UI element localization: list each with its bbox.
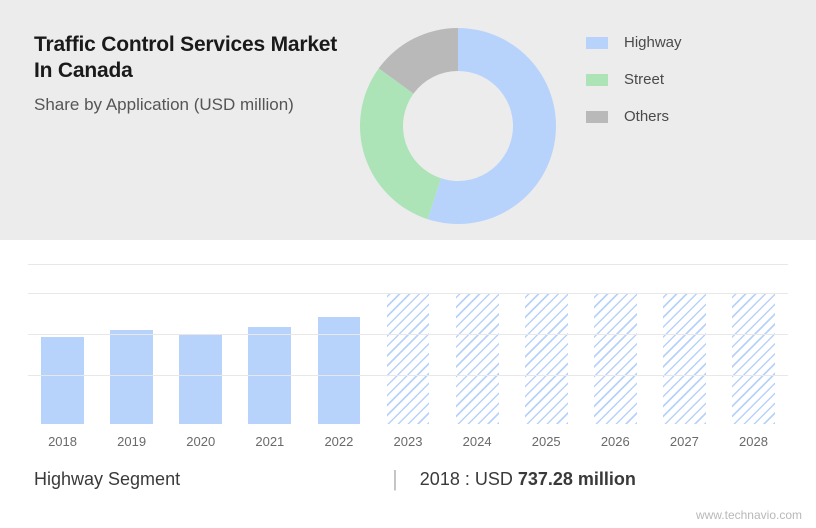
- stat-value: 737.28 million: [518, 469, 636, 489]
- donut-svg: [358, 26, 558, 226]
- legend-label: Others: [624, 108, 669, 125]
- footer-stat: Highway Segment | 2018 : USD 737.28 mill…: [0, 466, 816, 492]
- bar-chart: [28, 264, 788, 424]
- bar-forecast: [594, 294, 637, 424]
- bar-slot: [304, 265, 373, 424]
- legend-swatch: [586, 74, 608, 86]
- donut-slice: [360, 68, 441, 219]
- bar-forecast: [387, 294, 430, 424]
- legend-row: Highway: [586, 34, 682, 51]
- x-axis-label: 2022: [304, 434, 373, 449]
- bar-slot: [235, 265, 304, 424]
- donut-chart: [358, 26, 558, 226]
- bar-slot: [28, 265, 97, 424]
- bars-container: [28, 265, 788, 424]
- legend-swatch: [586, 37, 608, 49]
- bar-slot: [443, 265, 512, 424]
- x-axis-label: 2027: [650, 434, 719, 449]
- legend-label: Street: [624, 71, 664, 88]
- title-line-2: In Canada: [34, 59, 133, 82]
- x-axis-label: 2025: [512, 434, 581, 449]
- top-panel: Traffic Control Services Market In Canad…: [0, 0, 816, 240]
- bar-actual: [110, 330, 153, 424]
- bar-slot: [512, 265, 581, 424]
- legend-row: Others: [586, 108, 682, 125]
- title-block: Traffic Control Services Market In Canad…: [0, 0, 345, 240]
- x-axis-label: 2021: [235, 434, 304, 449]
- legend: Highway Street Others: [586, 34, 682, 145]
- stat-text: 2018 : USD 737.28 million: [420, 469, 636, 490]
- segment-name: Highway Segment: [34, 469, 180, 490]
- bar-slot: [581, 265, 650, 424]
- x-axis-label: 2019: [97, 434, 166, 449]
- gridline: [28, 293, 788, 294]
- bar-forecast: [663, 294, 706, 424]
- legend-swatch: [586, 111, 608, 123]
- legend-label: Highway: [624, 34, 682, 51]
- bar-slot: [166, 265, 235, 424]
- report-title: Traffic Control Services Market In Canad…: [34, 32, 345, 85]
- x-axis-label: 2023: [373, 434, 442, 449]
- legend-row: Street: [586, 71, 682, 88]
- gridline: [28, 334, 788, 335]
- title-line-1: Traffic Control Services Market: [34, 33, 337, 56]
- stat-year: 2018: [420, 469, 460, 489]
- bar-slot: [97, 265, 166, 424]
- bar-slot: [719, 265, 788, 424]
- report-subtitle: Share by Application (USD million): [34, 95, 345, 115]
- gridline: [28, 375, 788, 376]
- bar-slot: [650, 265, 719, 424]
- x-axis-label: 2018: [28, 434, 97, 449]
- bar-actual: [41, 337, 84, 424]
- stat-prefix: : USD: [460, 469, 518, 489]
- bar-panel: 2018201920202021202220232024202520262027…: [0, 240, 816, 449]
- watermark: www.technavio.com: [696, 508, 802, 522]
- x-axis-label: 2028: [719, 434, 788, 449]
- bar-forecast: [525, 294, 568, 424]
- x-axis-label: 2020: [166, 434, 235, 449]
- x-axis-label: 2024: [443, 434, 512, 449]
- divider-icon: |: [392, 466, 398, 492]
- bar-slot: [373, 265, 442, 424]
- x-axis: 2018201920202021202220232024202520262027…: [28, 434, 788, 449]
- bar-forecast: [732, 294, 775, 424]
- bar-actual: [179, 335, 222, 424]
- x-axis-label: 2026: [581, 434, 650, 449]
- bar-forecast: [456, 294, 499, 424]
